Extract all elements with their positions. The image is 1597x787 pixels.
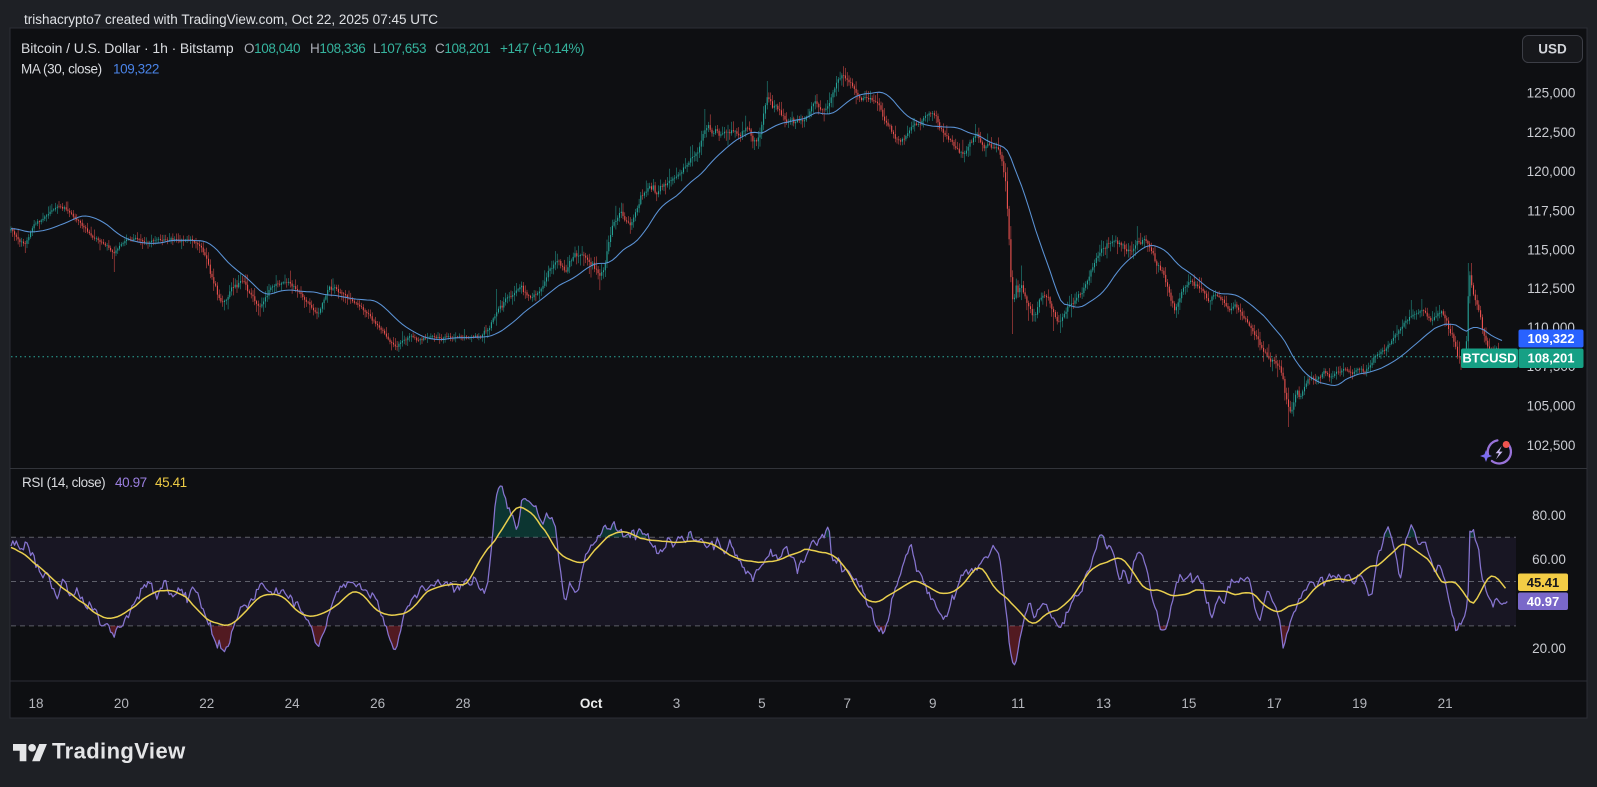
svg-text:45.41: 45.41	[1527, 575, 1560, 590]
svg-text:18: 18	[28, 696, 43, 711]
svg-text:3: 3	[673, 696, 681, 711]
svg-text:20: 20	[114, 696, 129, 711]
svg-text:40.97: 40.97	[115, 475, 147, 490]
svg-text:112,500: 112,500	[1527, 281, 1575, 296]
svg-text:19: 19	[1352, 696, 1367, 711]
svg-text:RSI (14, close): RSI (14, close)	[22, 475, 105, 490]
svg-text:117,500: 117,500	[1527, 204, 1575, 219]
svg-text:BTCUSD: BTCUSD	[1462, 351, 1516, 366]
svg-text:122,500: 122,500	[1527, 125, 1576, 140]
svg-text:80.00: 80.00	[1532, 508, 1566, 523]
svg-text:109,322: 109,322	[1528, 331, 1575, 346]
svg-text:TradingView: TradingView	[52, 739, 186, 764]
svg-text:H108,336: H108,336	[310, 41, 365, 56]
svg-text:40.97: 40.97	[1527, 594, 1560, 609]
svg-text:O108,040: O108,040	[244, 41, 300, 56]
svg-text:26: 26	[370, 696, 385, 711]
svg-text:trishacrypto7 created with Tra: trishacrypto7 created with TradingView.c…	[24, 12, 438, 27]
svg-text:15: 15	[1181, 696, 1196, 711]
svg-text:MA (30, close): MA (30, close)	[21, 62, 102, 77]
svg-text:22: 22	[199, 696, 214, 711]
svg-text:C108,201: C108,201	[435, 41, 490, 56]
svg-text:109,322: 109,322	[113, 62, 159, 77]
svg-text:24: 24	[285, 696, 301, 711]
svg-text:Bitcoin / U.S. Dollar · 1h · B: Bitcoin / U.S. Dollar · 1h · Bitstamp	[21, 40, 234, 56]
svg-text:5: 5	[758, 696, 766, 711]
svg-text:120,000: 120,000	[1527, 164, 1576, 179]
svg-text:60.00: 60.00	[1532, 552, 1566, 567]
svg-text:+147 (+0.14%): +147 (+0.14%)	[500, 41, 584, 56]
svg-text:7: 7	[844, 696, 852, 711]
svg-text:20.00: 20.00	[1532, 641, 1566, 656]
svg-text:Oct: Oct	[580, 696, 603, 711]
svg-text:115,000: 115,000	[1527, 243, 1575, 258]
svg-text:28: 28	[455, 696, 470, 711]
svg-text:13: 13	[1096, 696, 1111, 711]
svg-text:USD: USD	[1538, 42, 1567, 57]
svg-text:21: 21	[1438, 696, 1453, 711]
svg-text:102,500: 102,500	[1527, 438, 1576, 453]
svg-text:9: 9	[929, 696, 937, 711]
svg-text:45.41: 45.41	[155, 475, 187, 490]
svg-text:11: 11	[1011, 696, 1025, 711]
svg-text:125,000: 125,000	[1527, 86, 1576, 101]
svg-text:108,201: 108,201	[1528, 351, 1575, 366]
svg-text:17: 17	[1267, 696, 1282, 711]
svg-text:L107,653: L107,653	[373, 41, 426, 56]
svg-text:105,000: 105,000	[1527, 399, 1576, 414]
